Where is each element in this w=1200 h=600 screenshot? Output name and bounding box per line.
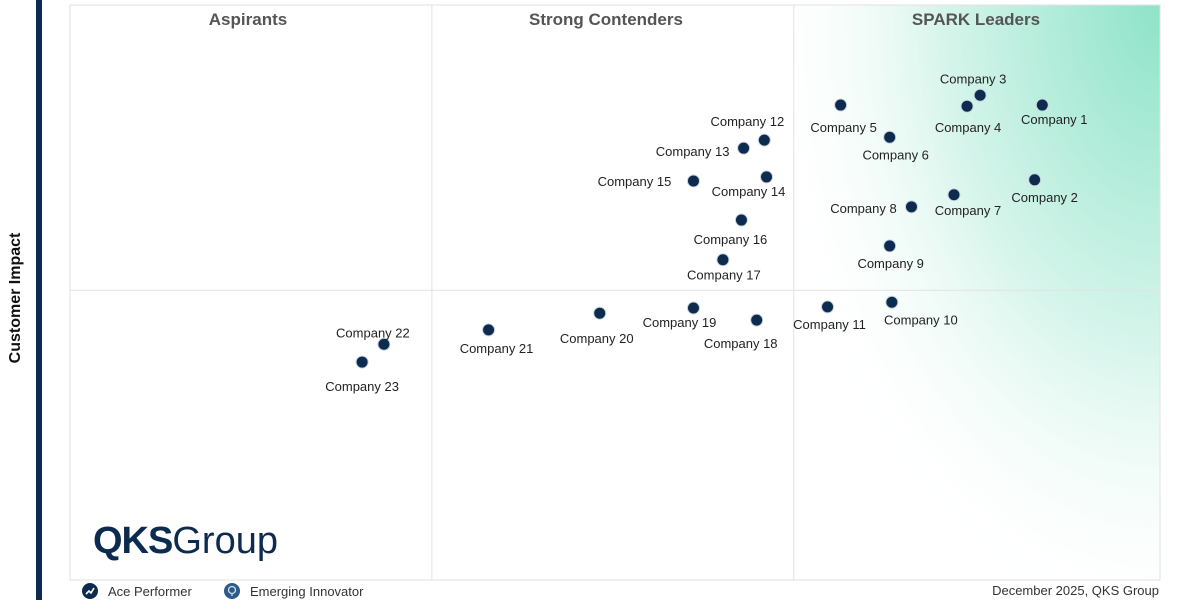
- ace-performer-icon: [82, 583, 98, 599]
- data-point[interactable]: [686, 174, 700, 188]
- data-point[interactable]: [593, 306, 607, 320]
- data-label: Company 20: [560, 331, 634, 346]
- data-label: Company 4: [935, 120, 1001, 135]
- data-point[interactable]: [885, 295, 899, 309]
- data-point[interactable]: [834, 98, 848, 112]
- data-label: Company 14: [712, 184, 786, 199]
- data-point[interactable]: [716, 253, 730, 267]
- data-label: Company 2: [1011, 190, 1077, 205]
- data-point[interactable]: [737, 141, 751, 155]
- data-point[interactable]: [734, 213, 748, 227]
- data-label: Company 3: [940, 71, 1006, 86]
- data-point[interactable]: [1035, 98, 1049, 112]
- plot-frame: [69, 4, 1161, 581]
- data-label: Company 7: [935, 203, 1001, 218]
- data-label: Company 21: [460, 341, 534, 356]
- data-label: Company 16: [694, 232, 768, 247]
- data-point[interactable]: [960, 99, 974, 113]
- quadrant-label-aspirants: Aspirants: [209, 10, 287, 29]
- data-label: Company 10: [884, 312, 958, 327]
- data-label: Company 19: [643, 315, 717, 330]
- data-point[interactable]: [377, 337, 391, 351]
- quadrant-label-spark-leaders: SPARK Leaders: [912, 10, 1040, 29]
- data-label: Company 5: [810, 120, 876, 135]
- data-label: Company 9: [857, 256, 923, 271]
- data-point[interactable]: [947, 188, 961, 202]
- data-label: Company 6: [862, 147, 928, 162]
- data-label: Company 22: [336, 325, 410, 340]
- qks-group-logo: QKSGroup: [93, 520, 278, 562]
- data-point[interactable]: [750, 313, 764, 327]
- data-point[interactable]: [904, 200, 918, 214]
- left-accent-bar: [36, 0, 42, 600]
- data-label: Company 12: [710, 114, 784, 129]
- footer-credit: December 2025, QKS Group: [992, 583, 1159, 598]
- data-label: Company 1: [1021, 112, 1087, 127]
- data-point[interactable]: [686, 301, 700, 315]
- data-point[interactable]: [883, 239, 897, 253]
- data-point[interactable]: [482, 323, 496, 337]
- data-point[interactable]: [757, 133, 771, 147]
- data-label: Company 8: [830, 201, 896, 216]
- legend-emerging-innovator: Emerging Innovator: [224, 583, 363, 599]
- legend-ace-performer: Ace Performer: [82, 583, 192, 599]
- data-point[interactable]: [355, 355, 369, 369]
- data-label: Company 17: [687, 268, 761, 283]
- quadrant-label-strong-contenders: Strong Contenders: [529, 10, 683, 29]
- data-point[interactable]: [1028, 173, 1042, 187]
- emerging-innovator-icon: [224, 583, 240, 599]
- data-point[interactable]: [821, 300, 835, 314]
- data-point[interactable]: [973, 88, 987, 102]
- data-label: Company 15: [598, 174, 672, 189]
- data-label: Company 11: [793, 317, 866, 332]
- data-label: Company 13: [656, 144, 730, 159]
- data-label: Company 23: [325, 379, 399, 394]
- legend-label: Ace Performer: [108, 583, 192, 599]
- data-point[interactable]: [883, 130, 897, 144]
- legend-label: Emerging Innovator: [250, 583, 364, 599]
- data-point[interactable]: [760, 170, 774, 184]
- data-label: Company 18: [704, 336, 778, 351]
